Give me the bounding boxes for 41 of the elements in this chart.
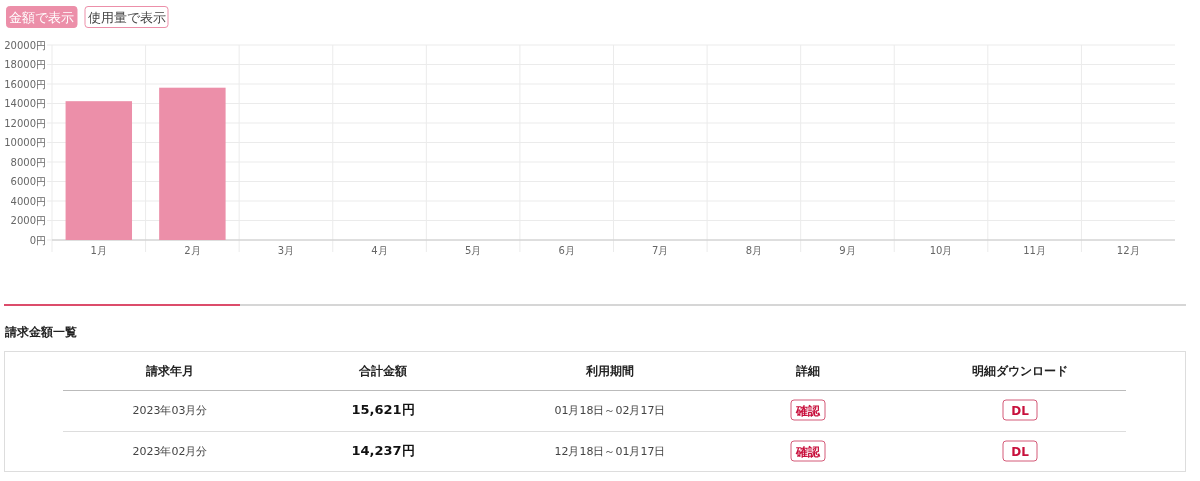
y-tick-label: 16000円 <box>4 78 46 90</box>
text: 15,621円 <box>351 402 415 417</box>
text: 請求金額一覧 <box>4 325 77 339</box>
toggle-button: 金額で表示 <box>6 6 78 28</box>
category-label: 請求年月 <box>145 364 194 378</box>
category-label: 利用期間 <box>585 364 634 378</box>
x-tick-label: 11月 <box>1023 245 1046 256</box>
category-label: 合計金額 <box>358 364 407 378</box>
y-tick-label: 4000円 <box>10 195 46 207</box>
x-tick-label: 1月 <box>90 245 107 256</box>
category-label: 明細ダウンロード <box>972 364 1068 378</box>
y-tick-label: 14000円 <box>4 98 46 109</box>
text: 01月18日～02月17日 <box>554 404 666 417</box>
x-tick-label: 10月 <box>929 245 953 256</box>
x-tick-label: 7月 <box>652 245 669 256</box>
x-tick-label: 6月 <box>558 245 575 256</box>
x-tick-label: 8月 <box>745 245 763 256</box>
y-tick-label: 12000円 <box>4 117 46 129</box>
button: DL <box>1002 440 1038 462</box>
text: 2023年02月分 <box>132 445 208 458</box>
text: 12月18日～01月17日 <box>554 445 666 458</box>
y-tick-label: 0円 <box>29 234 46 246</box>
y-tick-label: 10000円 <box>4 137 46 148</box>
x-tick-label: 2月 <box>184 245 201 256</box>
category-label: 詳細 <box>795 364 820 378</box>
button: 確認 <box>790 440 826 462</box>
x-tick-label: 5月 <box>464 245 482 256</box>
button: DL <box>1002 399 1038 421</box>
x-tick-label: 3月 <box>277 245 295 256</box>
x-tick-label: 12月 <box>1116 245 1140 256</box>
button: 確認 <box>790 399 826 421</box>
text: 14,237円 <box>351 443 415 458</box>
y-tick-label: 8000円 <box>10 156 46 168</box>
y-tick-label: 18000円 <box>4 59 46 70</box>
x-tick-label: 9月 <box>839 245 856 256</box>
text: 2023年03月分 <box>132 404 208 417</box>
toggle-button: 使用量で表示 <box>84 6 169 28</box>
y-tick-label: 20000円 <box>4 39 46 51</box>
y-tick-label: 6000円 <box>10 176 46 187</box>
y-tick-label: 2000円 <box>10 215 46 226</box>
x-tick-label: 4月 <box>371 245 388 256</box>
